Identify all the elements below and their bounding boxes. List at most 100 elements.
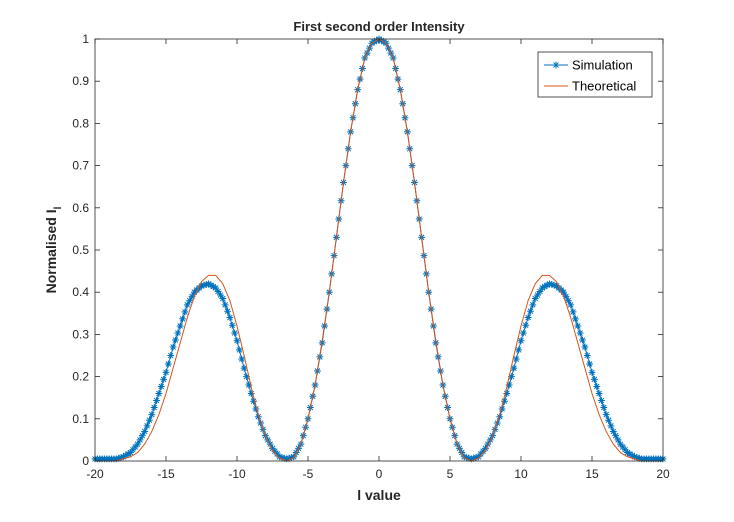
simulation-point <box>531 295 539 302</box>
chart-title: First second order Intensity <box>293 19 465 34</box>
simulation-point <box>228 321 236 329</box>
simulation-point <box>479 447 487 455</box>
simulation-point <box>602 411 610 418</box>
simulation-point <box>148 411 156 418</box>
simulation-point <box>581 343 589 351</box>
simulation-point <box>484 440 492 448</box>
simulation-point <box>628 451 636 459</box>
simulation-point <box>586 360 594 368</box>
axes: -20 -15 -10 -5 0 5 10 15 20 0 0.1 0.2 0.3 0.4 0.5 0.6 0.… <box>72 32 670 481</box>
simulation-point <box>254 413 262 421</box>
simulation-point <box>247 390 255 397</box>
simulation-point <box>129 446 137 454</box>
simulation-point <box>626 450 634 458</box>
simulation-point <box>245 381 253 389</box>
y-tick-label: 1 <box>82 32 89 46</box>
simulation-point <box>633 454 641 461</box>
simulation-point <box>529 301 537 309</box>
simulation-point <box>252 405 260 413</box>
simulation-point <box>470 454 478 462</box>
simulation-point <box>214 288 222 295</box>
simulation-point <box>153 397 160 404</box>
simulation-point <box>122 451 130 459</box>
simulation-point <box>510 364 518 372</box>
x-tick-label: -10 <box>228 467 246 481</box>
simulation-point <box>517 337 525 345</box>
axes-frame <box>94 38 664 462</box>
simulation-point <box>574 322 582 330</box>
simulation-point <box>465 454 473 462</box>
simulation-point <box>120 453 127 461</box>
simulation-point <box>181 308 189 316</box>
legend-label-theoretical: Theoretical <box>572 79 636 94</box>
simulation-point <box>621 446 629 454</box>
simulation-point <box>269 444 276 452</box>
simulation-point <box>167 352 175 359</box>
x-tick-label: -20 <box>86 467 104 481</box>
x-tick-label: 0 <box>376 467 383 481</box>
simulation-point <box>472 454 480 461</box>
simulation-point <box>250 397 257 405</box>
simulation-point <box>136 436 144 444</box>
x-axis-label: l value <box>357 487 401 503</box>
simulation-point <box>519 329 527 337</box>
simulation-point <box>288 454 295 461</box>
y-axis-label-subscript: l <box>53 206 64 209</box>
simulation-point <box>505 381 513 389</box>
simulation-point <box>536 288 544 295</box>
simulation-point <box>188 293 196 300</box>
x-tick-label: 15 <box>585 467 599 481</box>
y-axis-label-group: Normalised Il <box>43 206 64 293</box>
simulation-point <box>124 450 132 458</box>
simulation-point <box>508 373 515 380</box>
simulation-point <box>221 301 229 309</box>
simulation-point <box>564 297 572 305</box>
simulation-point <box>266 440 274 448</box>
simulation-point <box>138 432 146 440</box>
y-axis-label: Normalised Il <box>43 206 64 293</box>
simulation-point <box>512 355 520 363</box>
y-tick-label: 0.2 <box>72 370 89 384</box>
simulation-point <box>562 293 570 300</box>
simulation-point <box>503 390 511 397</box>
simulation-point <box>550 281 558 289</box>
simulation-point <box>131 443 139 451</box>
simulation-point <box>635 454 643 462</box>
simulation-point <box>224 307 231 315</box>
simulation-point <box>219 295 227 302</box>
simulation-point <box>186 297 194 305</box>
simulation-point <box>283 455 291 463</box>
simulation-point <box>579 336 586 344</box>
simulation-point <box>226 314 234 321</box>
simulation-point <box>172 336 179 344</box>
y-tick-label: 0.8 <box>72 116 89 130</box>
simulation-point <box>115 454 123 462</box>
simulation-point <box>235 346 243 354</box>
simulation-point <box>463 454 470 461</box>
simulation-point <box>160 376 168 383</box>
simulation-point <box>590 376 598 383</box>
simulation-point <box>614 436 622 444</box>
simulation-point <box>157 383 165 390</box>
simulation-point <box>207 281 215 289</box>
simulation-point <box>202 281 210 288</box>
simulation-point <box>527 307 534 315</box>
simulation-point <box>475 453 482 461</box>
simulation-point <box>538 284 546 292</box>
simulation-point <box>569 308 577 316</box>
plot-area <box>95 39 663 461</box>
x-tick-label: -5 <box>303 467 314 481</box>
x-tick-label: 5 <box>447 467 454 481</box>
simulation-point <box>548 281 556 288</box>
simulation-point <box>141 428 149 435</box>
simulation-point <box>217 291 224 299</box>
simulation-point <box>588 368 596 376</box>
simulation-point <box>176 322 184 330</box>
simulation-point <box>541 283 549 290</box>
simulation-point <box>534 291 541 299</box>
simulation-point <box>273 450 281 458</box>
x-tick-label: 20 <box>656 467 670 481</box>
simulation-point <box>238 355 246 363</box>
y-tick-label: 0.9 <box>72 74 89 88</box>
